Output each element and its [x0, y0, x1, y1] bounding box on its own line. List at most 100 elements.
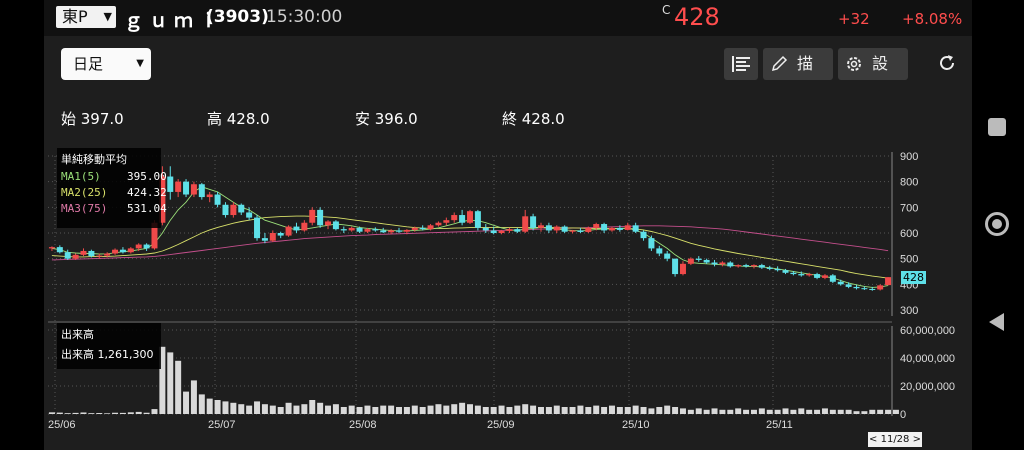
candlestick-series: [48, 166, 892, 291]
volume-bar: [861, 411, 868, 414]
volume-bar: [403, 407, 410, 414]
candle-body: [325, 221, 332, 226]
volume-bar: [719, 409, 726, 414]
candle-body: [798, 274, 805, 276]
chart-axes: 90080070060050040030060,000,00040,000,00…: [48, 151, 955, 431]
candle-body: [624, 225, 631, 230]
volume-label: 出来高: [61, 348, 94, 361]
candle-body: [608, 227, 615, 231]
volume-bar: [774, 409, 781, 414]
volume-bar: [127, 412, 134, 414]
volume-bar: [537, 407, 544, 414]
volume-bar: [782, 408, 789, 414]
volume-bar: [545, 407, 552, 414]
candle-body: [514, 229, 521, 232]
chart-toolbar: 日足 ▼ 描画 設定: [44, 36, 972, 94]
price-change: +32: [838, 10, 870, 28]
candle-body: [88, 250, 95, 257]
moving-average-lines: [51, 186, 889, 288]
volume-bar: [222, 401, 229, 414]
volume-bar: [790, 409, 797, 414]
candle-body: [829, 275, 836, 282]
candle-body: [340, 229, 347, 231]
volume-bar: [727, 409, 734, 414]
volume-bar: [679, 408, 686, 414]
volume-bar: [656, 407, 663, 414]
volume-bar: [427, 405, 434, 414]
ma1-line: [51, 186, 889, 288]
volume-bar: [814, 409, 821, 414]
volume-bar: [624, 407, 631, 414]
square-icon[interactable]: [988, 118, 1006, 136]
volume-bar: [48, 412, 55, 414]
volume-bar: [143, 412, 150, 414]
back-triangle-icon[interactable]: [988, 312, 1006, 332]
candle-body: [48, 247, 55, 249]
candle-body: [853, 286, 860, 289]
ma3-line: [51, 225, 889, 261]
volume-bar: [309, 400, 316, 414]
ma2-line: [51, 215, 889, 279]
volume-bar: [695, 408, 702, 414]
pencil-icon: [771, 55, 788, 72]
draw-button[interactable]: 描画: [763, 48, 833, 80]
stock-name: ｇｕｍｉ: [124, 10, 225, 32]
circle-icon[interactable]: [985, 212, 1009, 236]
date-cursor[interactable]: < 11/28 >: [868, 432, 922, 447]
period-select[interactable]: 日足 ▼: [61, 48, 151, 80]
candle-body: [537, 225, 544, 228]
candle-body: [593, 224, 600, 228]
volume-bar: [80, 412, 87, 414]
candle-body: [585, 227, 592, 232]
candle-body: [664, 253, 671, 259]
candle-body: [411, 227, 418, 230]
candle-body: [427, 225, 434, 230]
volume-bar: [490, 407, 497, 414]
candle-body: [143, 244, 150, 249]
volume-bar: [388, 405, 395, 414]
system-nav-bar: [972, 0, 1024, 450]
volume-bar: [672, 407, 679, 414]
indicator-list-button[interactable]: [724, 48, 758, 80]
volume-bar: [230, 402, 237, 414]
candle-body: [506, 229, 513, 231]
candle-body: [632, 225, 639, 232]
volume-tick-label: 0: [900, 409, 906, 421]
volume-bar: [167, 352, 174, 414]
volume-tick-label: 60,000,000: [900, 325, 955, 337]
settings-button[interactable]: 設定: [838, 48, 908, 80]
volume-bar: [348, 405, 355, 414]
candle-body: [396, 230, 403, 232]
market-select[interactable]: 東P ▼: [56, 6, 116, 28]
volume-bar: [214, 400, 221, 414]
reload-icon[interactable]: [937, 53, 957, 73]
candle-body: [750, 265, 757, 267]
candle-body: [616, 227, 623, 230]
candle-body: [435, 222, 442, 226]
candle-body: [695, 258, 702, 260]
volume-bar: [482, 407, 489, 414]
candle-body: [277, 233, 284, 236]
price-tick-label: 900: [900, 151, 918, 163]
volume-bar: [616, 407, 623, 414]
stock-chart-app: 東P ▼ ｇｕｍｉ (3903) 15:30:00 C 428 +32 +8.0…: [44, 0, 972, 450]
candle-body: [561, 226, 568, 232]
candlestick-chart[interactable]: 90080070060050040030060,000,00040,000,00…: [44, 144, 972, 450]
candle-body: [837, 281, 844, 285]
price-tick-label: 500: [900, 254, 918, 266]
volume-bar: [254, 401, 261, 414]
volume-bar: [443, 405, 450, 414]
list-icon: [732, 56, 750, 72]
candle-body: [482, 227, 489, 231]
candle-body: [80, 250, 87, 255]
candle-body: [175, 181, 182, 192]
volume-bar: [151, 409, 158, 414]
ma1-value: 395.00: [127, 170, 167, 183]
candle-body: [885, 277, 892, 286]
candle-body: [214, 194, 221, 205]
candle-body: [64, 252, 71, 259]
volume-bar: [317, 402, 324, 414]
volume-bar: [530, 405, 537, 414]
candle-body: [198, 184, 205, 198]
volume-bar: [340, 407, 347, 414]
